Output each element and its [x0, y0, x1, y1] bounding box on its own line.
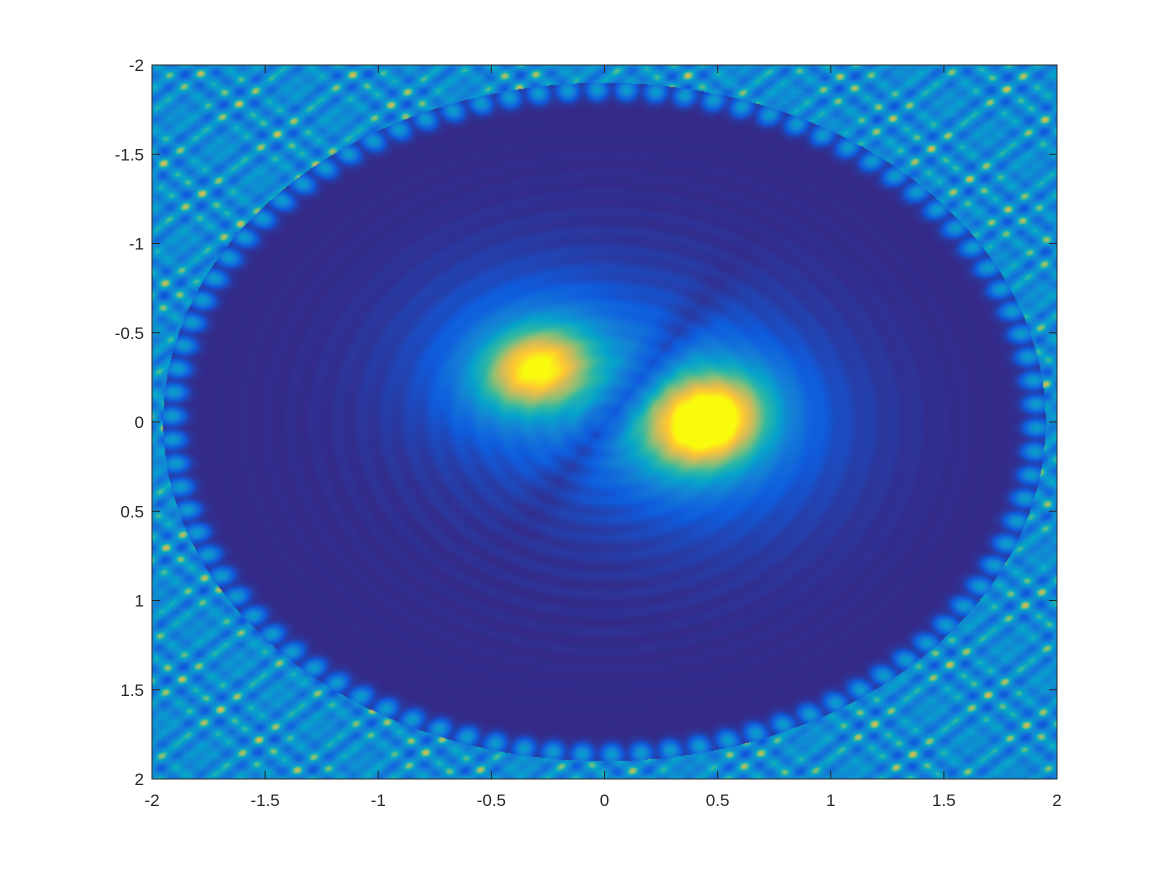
x-tick-label: -0.5	[477, 791, 506, 810]
x-tick-label: -1	[371, 791, 386, 810]
plot-area	[151, 64, 1058, 780]
y-tick-label: -0.5	[115, 324, 144, 343]
y-tick-label: -1.5	[115, 145, 144, 164]
y-tick-label: 1	[135, 592, 144, 611]
x-tick-label: 0	[600, 791, 609, 810]
x-tick-label: -1.5	[250, 791, 279, 810]
y-tick-label: 0.5	[120, 502, 144, 521]
x-tick-label: 0.5	[706, 791, 730, 810]
x-tick-label: 1.5	[932, 791, 956, 810]
x-tick-label: -2	[144, 791, 159, 810]
y-tick-label: -1	[129, 235, 144, 254]
x-tick-label: 1	[826, 791, 835, 810]
y-tick-label: -2	[129, 56, 144, 75]
y-tick-label: 0	[135, 413, 144, 432]
x-axis: -2 -1.5 -1 -0.5 0 0.5 1 1.5 2	[144, 65, 1062, 810]
x-tick-label: 2	[1052, 791, 1061, 810]
heatmap-image	[152, 65, 1057, 779]
y-tick-label: 2	[135, 770, 144, 789]
y-tick-label: 1.5	[120, 681, 144, 700]
y-axis: -2 -1.5 -1 -0.5 0 0.5 1 1.5 2	[115, 56, 1057, 789]
